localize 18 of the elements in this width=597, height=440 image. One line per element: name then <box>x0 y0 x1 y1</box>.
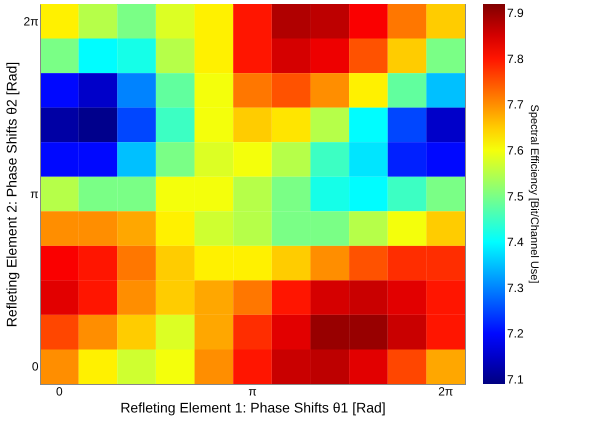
color-bar-label: 7.8 <box>507 52 524 66</box>
x-tick-label: 0 <box>56 384 63 398</box>
color-bar-label: 7.3 <box>507 280 524 295</box>
y-tick-label: 0 <box>32 360 39 374</box>
y-axis-title: Refleting Element 2: Phase Shifts θ2 [Rad] <box>4 62 20 328</box>
color-bar-label: 7.5 <box>507 189 524 204</box>
x-axis-title: Refleting Element 1: Phase Shifts θ1 [Rad] <box>120 400 386 416</box>
color-bar-label: 7.4 <box>507 235 524 250</box>
color-bar-label: 7.6 <box>507 144 524 158</box>
x-tick-label: 2π <box>438 384 454 398</box>
color-bar-label: 7.2 <box>507 326 524 341</box>
color-bar-title: Spectral Efficiency [Bit/Channel Use] <box>528 104 540 284</box>
y-tick-label: 2π <box>24 14 38 28</box>
color-bar-label: 7.1 <box>507 372 524 386</box>
color-bar-label: 7.7 <box>507 98 524 112</box>
y-tick-label: π <box>30 187 38 201</box>
x-tick-label: π <box>248 384 257 398</box>
color-bar-label: 7.9 <box>507 6 524 20</box>
